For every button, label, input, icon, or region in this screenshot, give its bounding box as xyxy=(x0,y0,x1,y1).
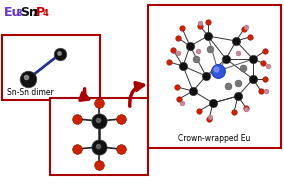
Text: 3: 3 xyxy=(16,9,22,18)
FancyArrowPatch shape xyxy=(80,89,89,100)
Text: Eu: Eu xyxy=(4,6,21,19)
Text: Sn: Sn xyxy=(20,6,38,19)
FancyArrowPatch shape xyxy=(130,83,143,106)
Text: 4: 4 xyxy=(43,9,49,18)
Text: Sn-Sn dimer: Sn-Sn dimer xyxy=(7,88,54,97)
FancyBboxPatch shape xyxy=(148,5,281,148)
FancyBboxPatch shape xyxy=(50,98,148,175)
Text: 2: 2 xyxy=(32,9,38,18)
Text: P: P xyxy=(36,6,45,19)
FancyBboxPatch shape xyxy=(2,35,100,100)
Text: Crown-wrapped Eu: Crown-wrapped Eu xyxy=(178,134,251,143)
